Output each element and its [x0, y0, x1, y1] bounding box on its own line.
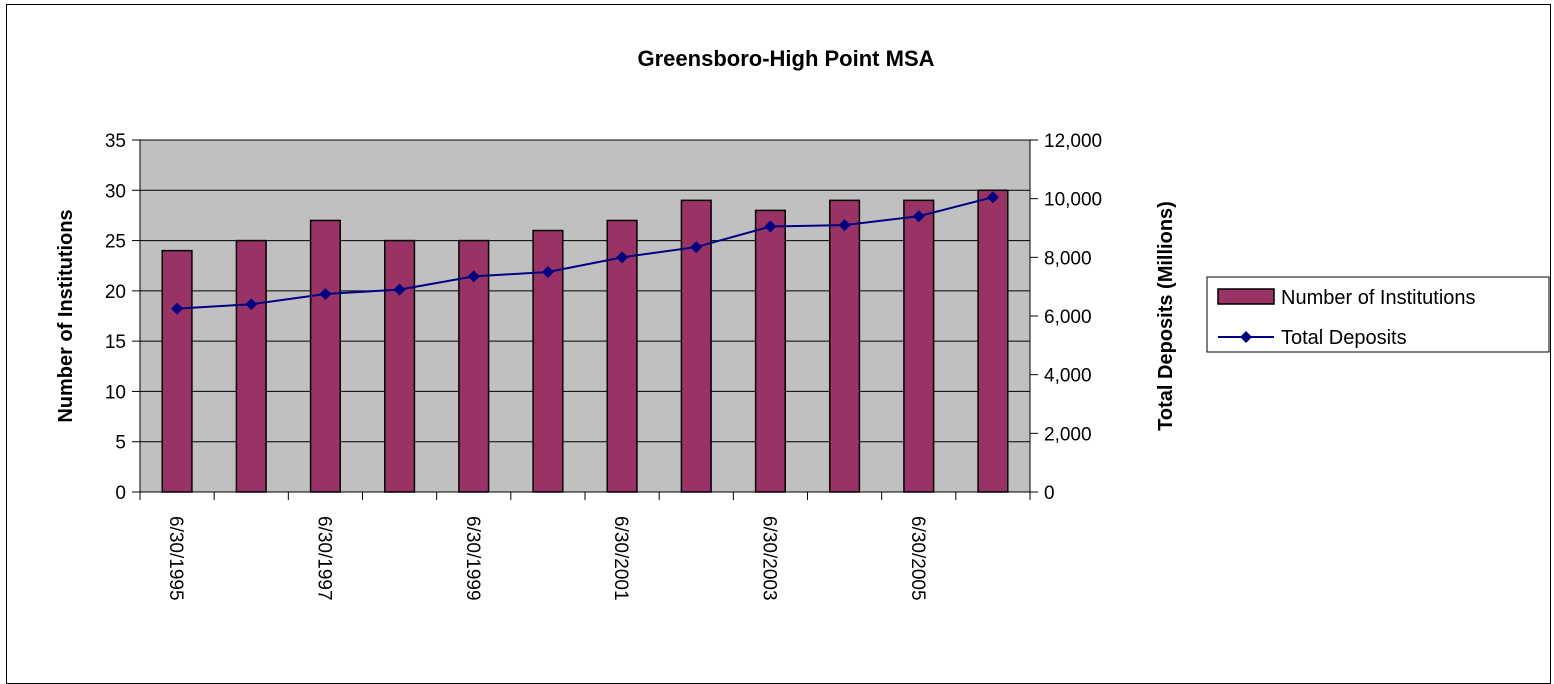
x-tick-label: 6/30/1997: [313, 516, 334, 601]
legend-line-marker: [1240, 331, 1252, 343]
bar-6/30/2003: [754, 209, 786, 493]
y-right-tick-label: 0: [1044, 483, 1055, 504]
bar-6/30/2001: [606, 219, 638, 493]
bar-6/30/1996: [235, 239, 267, 493]
deposits-point-6/30/2004: [838, 219, 851, 232]
x-tick-label: 6/30/1999: [462, 516, 483, 601]
deposits-point-6/30/2000: [541, 266, 554, 278]
y-axis-left-title: Number of Institutions: [55, 209, 77, 422]
y-left-tick-label: 0: [115, 483, 126, 504]
x-axis-ticks: 6/30/1995 6/30/1997 6/30/1999 6/30/2001 6/30…: [139, 492, 1031, 601]
y-left-tick-label: 5: [115, 433, 126, 454]
legend-bar-swatch: [1217, 288, 1275, 305]
bar-6/30/2004: [829, 199, 861, 493]
y-left-tick-label: 15: [105, 332, 126, 353]
chart: Greensboro-High Point MSA 0 5 10 15 20 25 30 35…: [55, 46, 1550, 601]
deposits-point-6/30/1997: [319, 288, 332, 300]
chart-title: Greensboro-High Point MSA: [638, 46, 935, 71]
y-right-tick-label: 2,000: [1044, 424, 1092, 445]
deposits-line: [177, 196, 994, 310]
deposits-point-6/30/2001: [616, 251, 629, 264]
gridlines: [140, 189, 1030, 443]
bar-6/30/1997: [309, 219, 342, 493]
x-tick-label: 6/30/2003: [758, 516, 779, 601]
y-left-tick-label: 10: [105, 382, 126, 403]
y-right-tick-label: 12,000: [1044, 131, 1102, 152]
y-axis-right-title: Total Deposits (Millions): [1155, 201, 1177, 431]
deposits-point-6/30/2006: [986, 191, 999, 204]
bar-6/30/2005: [903, 199, 935, 493]
legend: Number of Institutions Total Deposits: [1206, 276, 1550, 353]
right-axis-ticks: 0 2,000 4,000 6,000 8,000 10,000 12,000: [1030, 131, 1102, 504]
line-series: [171, 191, 999, 315]
y-left-tick-label: 35: [105, 131, 126, 152]
deposits-point-6/30/1995: [171, 302, 184, 315]
y-right-tick-label: 6,000: [1044, 307, 1092, 328]
deposits-point-6/30/1998: [393, 283, 406, 296]
deposits-point-6/30/1996: [245, 298, 258, 311]
y-left-tick-label: 30: [105, 181, 126, 202]
left-axis-ticks: 0 5 10 15 20 25 30 35: [105, 131, 140, 504]
deposits-point-6/30/2002: [690, 241, 703, 254]
y-left-tick-label: 20: [105, 282, 126, 303]
x-tick-label: 6/30/1995: [165, 516, 186, 601]
bar-6/30/1998: [384, 239, 416, 493]
bar-6/30/1995: [161, 249, 193, 493]
deposits-point-6/30/2003: [764, 220, 777, 233]
bar-6/30/2006: [977, 189, 1009, 493]
y-right-tick-label: 10,000: [1044, 190, 1102, 211]
x-tick-label: 6/30/2005: [907, 516, 928, 601]
legend-label-institutions: Number of Institutions: [1281, 287, 1476, 309]
y-right-tick-label: 8,000: [1044, 248, 1092, 269]
deposits-point-6/30/1999: [467, 270, 480, 283]
y-right-tick-label: 4,000: [1044, 366, 1092, 387]
x-tick-label: 6/30/2001: [610, 516, 631, 601]
deposits-point-6/30/2005: [912, 210, 925, 223]
y-left-tick-label: 25: [105, 232, 126, 253]
legend-label-deposits: Total Deposits: [1281, 327, 1407, 349]
plot-area: [139, 139, 1031, 493]
